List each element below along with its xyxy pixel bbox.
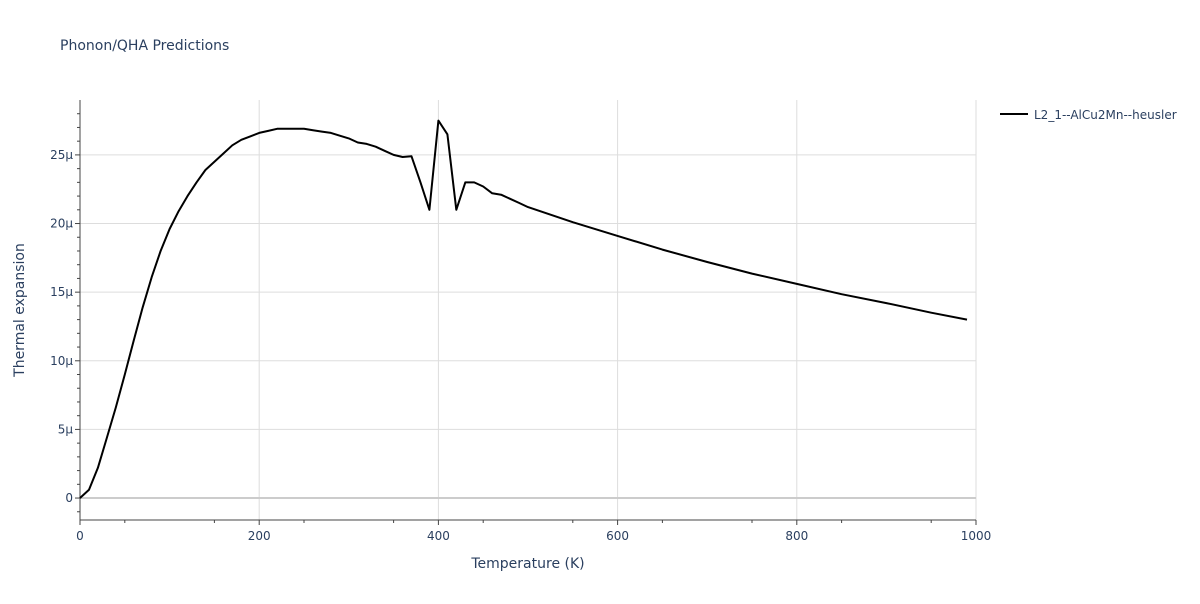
x-tick-label: 600 xyxy=(606,529,629,543)
chart-title: Phonon/QHA Predictions xyxy=(60,38,229,54)
y-tick-label: 25μ xyxy=(50,148,73,162)
x-tick-label: 1000 xyxy=(961,529,992,543)
x-tick-label: 400 xyxy=(427,529,450,543)
y-tick-label: 10μ xyxy=(50,354,73,368)
legend-label: L2_1--AlCu2Mn--heusler xyxy=(1034,108,1177,122)
tick-labels: 0 200 400 600 800 1000 0 5μ 10μ 15μ 20μ 25μ xyxy=(50,148,991,543)
x-tick-label: 0 xyxy=(76,529,84,543)
x-tick-label: 200 xyxy=(248,529,271,543)
x-axis-label: Temperature (K) xyxy=(470,556,584,572)
y-tick-label: 20μ xyxy=(50,217,73,231)
y-tick-label: 15μ xyxy=(50,285,73,299)
series-layer xyxy=(79,119,968,499)
axes xyxy=(75,100,977,525)
series-line xyxy=(79,119,968,499)
legend[interactable]: L2_1--AlCu2Mn--heusler xyxy=(1000,108,1177,122)
y-tick-label: 5μ xyxy=(58,422,74,436)
y-tick-label: 0 xyxy=(65,491,73,505)
gridlines xyxy=(80,100,977,520)
y-axis-label: Thermal expansion xyxy=(12,243,28,378)
x-tick-label: 800 xyxy=(785,529,808,543)
